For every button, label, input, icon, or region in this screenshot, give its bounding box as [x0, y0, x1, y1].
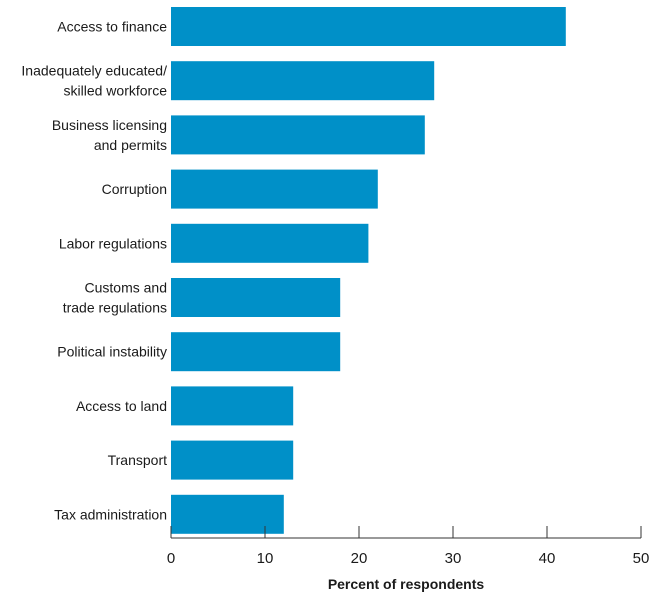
category-label-9: Tax administration — [54, 506, 167, 522]
category-label-6: Political instability — [57, 344, 167, 360]
x-ticks-group: 0 10 20 30 40 50 — [167, 526, 650, 567]
bar-5 — [171, 278, 341, 317]
category-label-0: Access to finance — [57, 19, 167, 35]
category-label-line: Inadequately educated/ — [21, 63, 167, 79]
category-label-line: skilled workforce — [64, 83, 168, 99]
bar-8 — [171, 440, 294, 480]
category-label-3: Corruption — [102, 181, 167, 197]
x-tick-label-0: 0 — [167, 550, 175, 567]
category-label-1: Inadequately educated/skilled workforce — [21, 63, 167, 99]
category-label-7: Access to land — [76, 398, 167, 414]
category-label-line: Labor regulations — [59, 235, 167, 251]
bar-9 — [171, 494, 284, 534]
category-label-line: Tax administration — [54, 506, 167, 522]
category-labels-group: Access to finance Inadequately educated/s… — [21, 19, 167, 523]
category-label-line: Business licensing — [52, 117, 167, 133]
x-axis-title: Percent of respondents — [328, 576, 485, 592]
category-label-8: Transport — [108, 452, 168, 468]
x-tick-label-3: 30 — [445, 550, 462, 567]
bar-0 — [171, 7, 566, 46]
bar-4 — [171, 223, 369, 263]
bar-3 — [171, 169, 378, 209]
x-tick-label-1: 10 — [257, 550, 274, 567]
bars-group — [171, 7, 566, 534]
category-label-line: Customs and — [85, 280, 167, 296]
category-label-line: Political instability — [57, 344, 167, 360]
x-tick-label-2: 20 — [351, 550, 368, 567]
x-tick-label-4: 40 — [539, 550, 556, 567]
x-tick-label-5: 50 — [633, 550, 650, 567]
category-label-line: Transport — [108, 452, 168, 468]
category-label-line: trade regulations — [63, 300, 167, 316]
category-label-4: Labor regulations — [59, 235, 167, 251]
bar-6 — [171, 332, 341, 372]
bar-2 — [171, 115, 425, 155]
category-label-line: and permits — [94, 137, 167, 153]
category-label-5: Customs and trade regulations — [63, 280, 167, 316]
category-label-2: Business licensing and permits — [52, 117, 167, 153]
category-label-line: Access to finance — [57, 19, 167, 35]
category-label-line: Corruption — [102, 181, 167, 197]
bar-7 — [171, 386, 294, 426]
category-label-line: Access to land — [76, 398, 167, 414]
bar-1 — [171, 61, 435, 101]
